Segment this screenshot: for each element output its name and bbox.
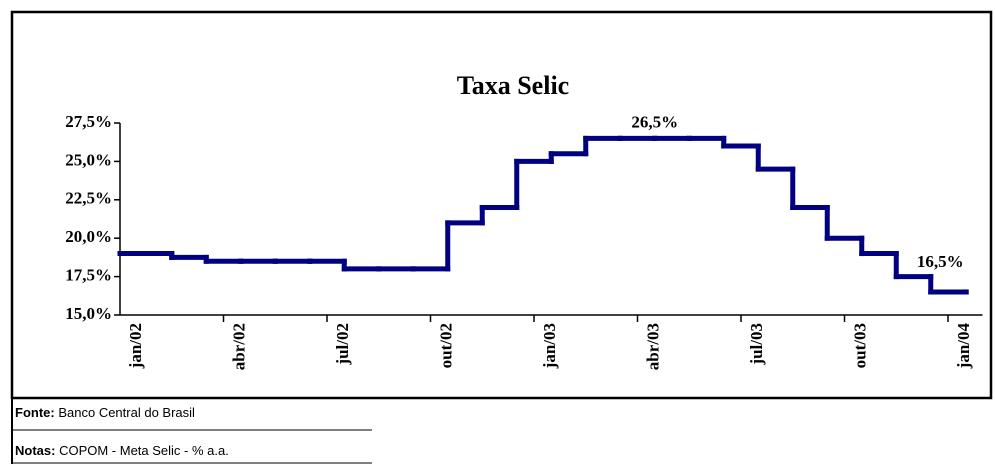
x-tick-label: abr/03 <box>644 323 663 370</box>
x-tick-label: out/02 <box>437 323 456 368</box>
y-tick-label: 15,0% <box>65 304 112 323</box>
footer-line: Notas: COPOM - Meta Selic - % a.a. <box>15 443 229 458</box>
chart-border <box>10 10 993 400</box>
x-tick-label: jan/02 <box>126 323 145 369</box>
x-tick-label: jul/03 <box>747 323 766 366</box>
notes-label: Notas: <box>15 443 55 458</box>
chart-title: Taxa Selic <box>457 71 569 100</box>
data-label: 26,5% <box>631 112 678 131</box>
notes: COPOM - Meta Selic - % a.a. <box>59 443 229 458</box>
x-tick-label: jan/03 <box>540 323 559 369</box>
source-label: Fonte: <box>15 405 55 420</box>
y-tick-label: 22,5% <box>65 189 112 208</box>
x-tick-label: jan/04 <box>954 323 973 370</box>
y-tick-label: 20,0% <box>65 227 112 246</box>
x-tick-label: out/03 <box>851 323 870 368</box>
x-tick-label: jul/02 <box>333 323 352 366</box>
y-tick-label: 25,0% <box>65 150 112 169</box>
y-tick-label: 27,5% <box>65 112 112 131</box>
data-label: 16,5% <box>917 252 964 271</box>
footer-line: Fonte: Banco Central do Brasil <box>15 405 195 420</box>
x-tick-label: abr/02 <box>230 323 249 370</box>
source: Banco Central do Brasil <box>58 405 195 420</box>
y-tick-label: 17,5% <box>65 266 112 285</box>
